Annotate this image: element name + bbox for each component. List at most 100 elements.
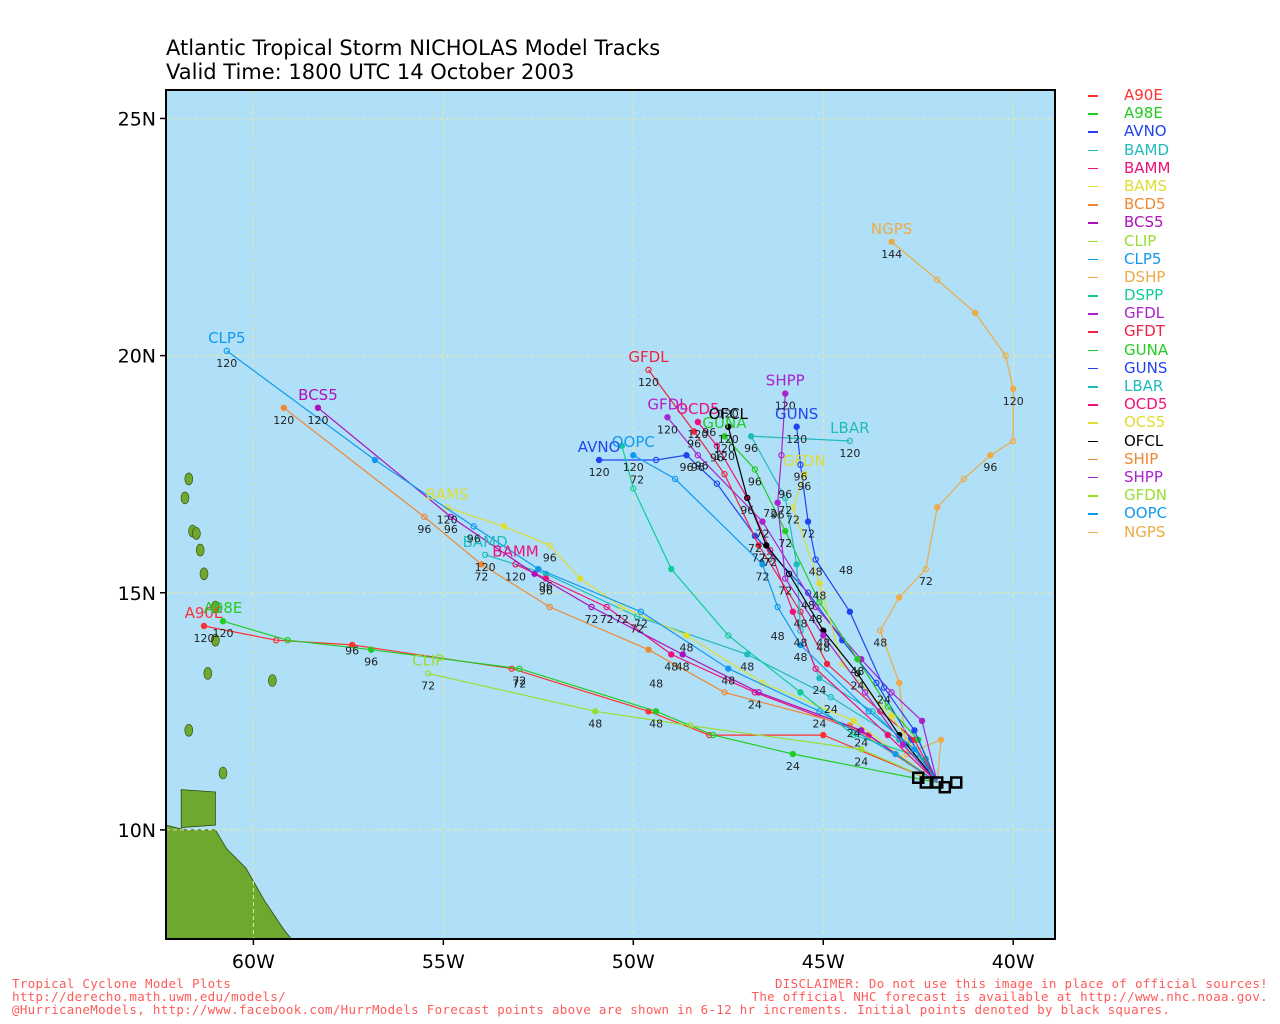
track-point-lbar bbox=[797, 627, 804, 634]
legend-item-bams: BAMS bbox=[1088, 177, 1278, 195]
forecast-hour-label: 96 bbox=[417, 523, 431, 536]
legend-label: BAMD bbox=[1124, 140, 1170, 159]
track-point-oopc bbox=[797, 641, 804, 649]
track-point-guna bbox=[884, 703, 892, 710]
track-point-bamm bbox=[512, 561, 519, 568]
legend-swatch bbox=[1088, 531, 1098, 533]
legend-label: DSPP bbox=[1124, 286, 1164, 305]
legend-item-bamm: BAMM bbox=[1088, 159, 1278, 177]
forecast-hour-label: 48 bbox=[850, 665, 864, 678]
track-point-guna bbox=[854, 655, 861, 663]
forecast-hour-label: 72 bbox=[801, 528, 815, 541]
island-8 bbox=[184, 724, 194, 737]
track-point-dspp bbox=[618, 442, 626, 449]
track-point-lbar bbox=[782, 494, 789, 502]
forecast-hour-label: 72 bbox=[421, 679, 435, 692]
legend-label: CLP5 bbox=[1124, 249, 1162, 268]
track-point-bams bbox=[683, 632, 690, 639]
forecast-hour-label: 120 bbox=[475, 561, 496, 574]
legend-label: GFDN bbox=[1124, 486, 1168, 505]
forecast-hour-label: 72 bbox=[512, 678, 526, 691]
island-11 bbox=[192, 527, 201, 540]
track-point-lbar bbox=[846, 437, 854, 445]
track-bcs5 bbox=[317, 407, 938, 783]
track-point-a90e bbox=[820, 731, 827, 739]
track-point-guna bbox=[721, 433, 728, 440]
forecast-hour-label: 120 bbox=[1003, 395, 1024, 408]
track-point-bcd5 bbox=[478, 561, 485, 568]
track-point-gfdt bbox=[690, 428, 698, 435]
trinidad-island bbox=[180, 789, 216, 828]
track-dshp bbox=[879, 241, 1014, 783]
legend-swatch bbox=[1088, 404, 1098, 406]
legend-swatch bbox=[1088, 386, 1098, 388]
forecast-hour-label: 120 bbox=[212, 627, 233, 640]
track-point-bcs5 bbox=[314, 404, 322, 411]
track-end-label: CLP5 bbox=[208, 329, 245, 347]
forecast-hour-label: 72 bbox=[752, 551, 766, 564]
legend-item-a90e: A90E bbox=[1088, 86, 1278, 104]
lon-tick-label: 60W bbox=[232, 951, 275, 973]
track-point-a98e bbox=[367, 646, 375, 653]
track-point-guns bbox=[812, 556, 819, 563]
track-point-guns bbox=[804, 518, 812, 525]
track-point-ocd5 bbox=[694, 418, 702, 426]
track-end-label: A98E bbox=[204, 599, 243, 617]
track-point-shpp bbox=[899, 741, 907, 748]
forecast-hour-label: 96 bbox=[679, 461, 693, 474]
legend-item-dspp: DSPP bbox=[1088, 286, 1278, 304]
legend-item-bcs5: BCS5 bbox=[1088, 213, 1278, 231]
forecast-hour-label: 48 bbox=[812, 589, 826, 602]
legend: A90E A98E AVNO BAMD BAMM BAMS BCD5 BCS5 CLIP CLP5… bbox=[1088, 86, 1278, 541]
island-3 bbox=[195, 543, 205, 557]
forecast-hour-label: 120 bbox=[589, 466, 610, 479]
legend-label: SHPP bbox=[1124, 467, 1163, 486]
footer-disclaimer: DISCLAIMER: Do not use this image in pla… bbox=[774, 976, 1268, 991]
track-point-bcs5 bbox=[588, 603, 595, 611]
forecast-hour-label: 96 bbox=[748, 475, 762, 488]
track-point-a90e bbox=[508, 665, 515, 672]
forecast-hour-label: 120 bbox=[775, 400, 796, 413]
track-point-bamd bbox=[827, 693, 835, 701]
legend-label: A90E bbox=[1124, 86, 1163, 104]
track-end-label: NGPS bbox=[871, 220, 912, 238]
track-guna bbox=[724, 435, 938, 783]
legend-label: DSHP bbox=[1124, 267, 1166, 286]
forecast-hour-label: 48 bbox=[679, 641, 693, 654]
forecast-hour-label: 72 bbox=[512, 675, 526, 688]
forecast-hour-label: 48 bbox=[664, 660, 678, 673]
forecast-hour-label: 120 bbox=[216, 357, 237, 370]
map-frame bbox=[165, 89, 1056, 940]
track-point-dspp bbox=[797, 689, 804, 696]
track-point-guna bbox=[751, 466, 759, 473]
track-point-a90e bbox=[272, 636, 280, 644]
legend-swatch bbox=[1088, 495, 1098, 497]
legend-label: A98E bbox=[1124, 104, 1163, 123]
forecast-hour-label: 48 bbox=[873, 637, 887, 650]
lat-tick-label: 15N bbox=[118, 583, 156, 605]
track-a90e bbox=[203, 625, 938, 784]
track-point-ocd5 bbox=[789, 608, 797, 615]
track-point-shpp bbox=[774, 499, 781, 506]
track-dspp bbox=[621, 445, 938, 783]
legend-item-avno: AVNO bbox=[1088, 122, 1278, 140]
track-end-label: GUNA bbox=[702, 414, 747, 432]
forecast-hour-label: 96 bbox=[710, 452, 724, 465]
forecast-hour-label: 72 bbox=[763, 556, 777, 569]
forecast-hour-label: 48 bbox=[793, 618, 807, 631]
forecast-hour-label: 96 bbox=[345, 644, 359, 657]
track-point-shpp bbox=[782, 390, 789, 397]
legend-swatch bbox=[1088, 204, 1098, 206]
forecast-hour-label: 24 bbox=[748, 698, 762, 711]
island-6 bbox=[211, 633, 220, 647]
track-end-label: AVNO bbox=[578, 438, 621, 456]
forecast-hour-label: 48 bbox=[816, 637, 830, 650]
track-point-lbar bbox=[816, 674, 823, 682]
island-1 bbox=[180, 491, 190, 505]
legend-item-guna: GUNA bbox=[1088, 341, 1278, 359]
legend-swatch bbox=[1088, 313, 1098, 315]
legend-label: CLIP bbox=[1124, 231, 1157, 250]
legend-label: GUNA bbox=[1124, 340, 1169, 359]
track-point-bams bbox=[546, 542, 553, 549]
forecast-hour-label: 48 bbox=[676, 660, 690, 673]
